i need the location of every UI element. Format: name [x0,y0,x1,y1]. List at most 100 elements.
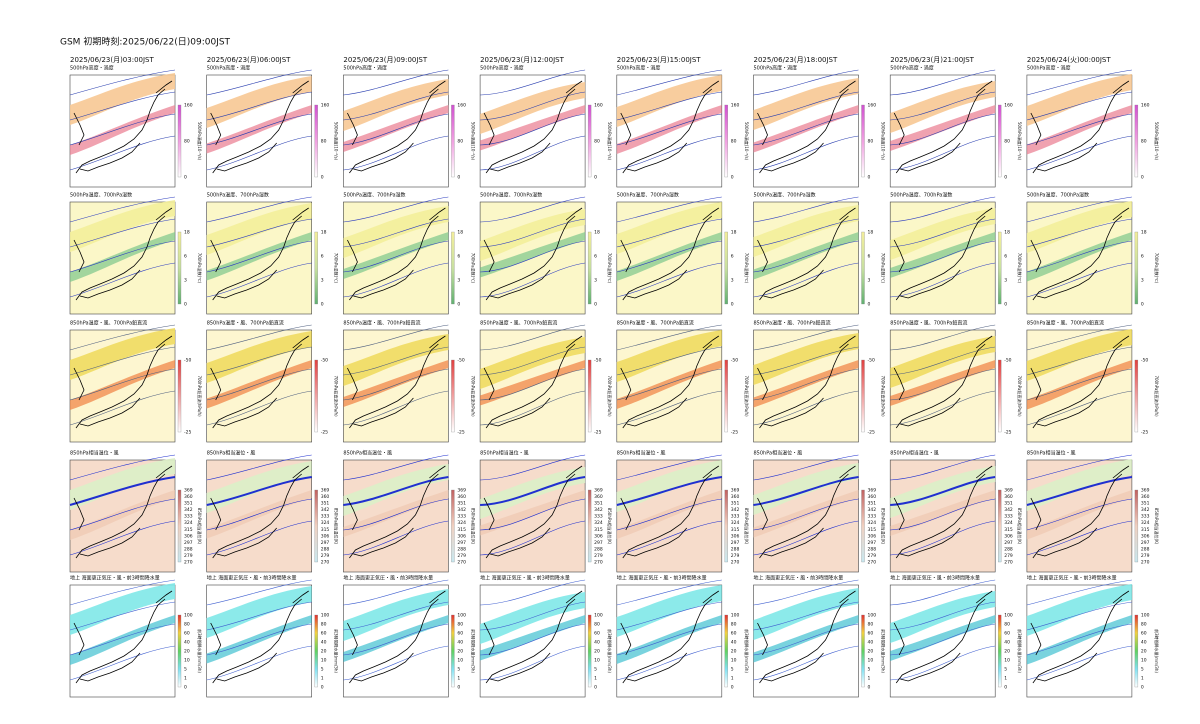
coastline [1030,590,1130,684]
colorbar-tick: 324 [457,520,466,526]
coastline [73,590,173,684]
contour [616,262,722,298]
field-band [206,105,312,154]
field-band [343,615,449,662]
field-band [616,330,722,382]
colorbar-label: 700hPa湿数(℃) [1154,253,1160,284]
panel-label: 850hPa温度・風、700hPa鉛直流 [70,320,147,327]
colorbar-label: 850hPa相当温位(K) [881,508,887,545]
contour [753,262,859,298]
colorbar-tick: -25 [457,430,464,436]
coastline [893,207,993,301]
colorbar-tick: 0 [594,302,597,308]
colorbar-tick: 369 [321,488,330,494]
contour [616,520,722,556]
colorbar [1134,614,1139,688]
colorbar-tick: 333 [1141,514,1150,520]
colorbar-tick: 297 [1004,540,1013,546]
field-band [890,105,996,151]
field-band [70,490,175,540]
field-band [343,79,449,131]
colorbar-tick: 18 [731,230,737,236]
colorbar-tick: 100 [184,613,193,619]
coastline [347,335,446,429]
field-band [1026,329,1132,381]
contour [616,579,722,606]
field-band [343,206,449,258]
contour [480,69,586,96]
map-panel: -50 -25 700hPa鉛直流(hPa/h) [889,324,1023,443]
colorbar-tick: 0 [1004,685,1007,691]
contour [1026,196,1132,223]
contour [616,476,722,506]
contour [616,69,722,96]
coastline [483,590,583,684]
colorbar-tick: 160 [457,103,466,109]
map-panel: -50 -25 700hPa鉛直流(hPa/h) [616,324,750,443]
contour [890,262,996,298]
contour [1026,476,1133,506]
contour [480,91,586,121]
colorbar [314,104,318,178]
colorbar-tick: 369 [594,488,603,494]
colorbar-tick: 40 [868,640,874,646]
colorbar-label: 前3時間降水量(mm/3h) [1154,629,1160,673]
colorbar-tick: 6 [1004,254,1007,260]
contour [69,368,176,401]
colorbar [314,489,318,563]
colorbar-tick: 160 [1141,103,1150,109]
colorbar [314,359,318,433]
colorbar-tick: 333 [184,514,193,520]
colorbar-tick: 0 [184,685,187,691]
colorbar-tick: 160 [594,103,603,109]
map-panel: 160 80 0 500hPa渦度(10⁻⁶/s) [69,69,203,188]
panel-label: 850hPa温度・風、700hPa鉛直流 [617,320,694,327]
colorbar-tick: 160 [731,103,740,109]
colorbar-tick: 351 [184,501,193,507]
colorbar-tick: -25 [1004,430,1011,436]
colorbar-tick: 324 [1141,520,1150,526]
colorbar-tick: 0 [1141,302,1144,308]
colorbar-tick: 342 [1141,507,1150,513]
field-band [753,105,859,153]
contour [69,324,176,351]
contour [343,91,449,121]
colorbar-tick: -25 [868,430,875,436]
colorbar-tick: 5 [457,667,460,673]
panel-label: 地上 海面更正気圧・風・前3時間降水量 [1027,575,1117,582]
colorbar [587,359,592,433]
contour [753,498,859,531]
field-band [890,615,996,661]
colorbar-tick: 40 [321,640,327,646]
contour [206,520,312,556]
contour [69,579,176,606]
colorbar-tick: -50 [457,358,464,364]
colorbar-label: 700hPa鉛直流(hPa/h) [470,375,476,417]
colorbar-label: 700hPa鉛直流(hPa/h) [334,375,340,417]
colorbar-tick: 270 [1004,560,1013,566]
colorbar-tick: 333 [457,514,466,520]
colorbar-label: 850hPa相当温位(K) [470,508,476,545]
colorbar [451,489,455,563]
panel-label: 850hPa相当温位・風 [617,450,666,457]
contour [890,623,996,656]
field-band [616,105,722,154]
coastline [620,465,720,559]
contour [890,91,996,121]
colorbar-tick: 0 [731,685,734,691]
colorbar-tick: 60 [731,631,737,637]
field-band [1026,201,1132,253]
colorbar-label: 500hPa渦度(10⁻⁶/s) [607,122,613,161]
colorbar-tick: 80 [868,139,874,145]
coastline [347,465,446,559]
colorbar-label: 700hPa鉛直流(hPa/h) [607,375,613,417]
field-band [206,615,312,664]
contour [616,623,722,656]
contour [480,218,586,248]
column-time: 2025/06/24(火)00:00JST [1027,56,1111,64]
colorbar-tick: 0 [457,685,460,691]
colorbar-tick: 306 [457,533,466,539]
